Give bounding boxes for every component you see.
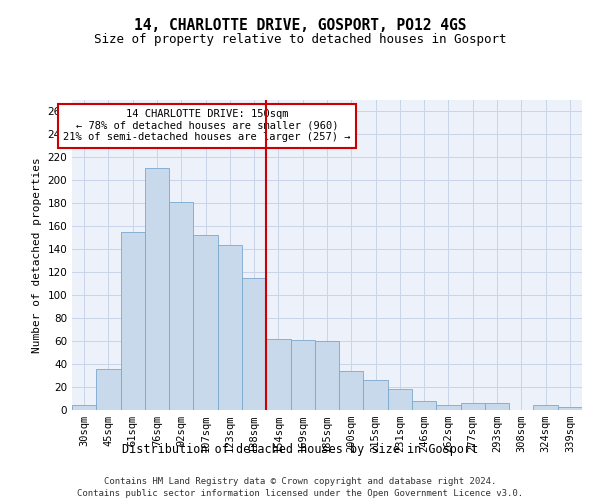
Bar: [364, 380, 388, 410]
Bar: [412, 401, 436, 410]
Bar: [436, 406, 461, 410]
Bar: [193, 236, 218, 410]
Bar: [388, 390, 412, 410]
Bar: [533, 406, 558, 410]
Text: Distribution of detached houses by size in Gosport: Distribution of detached houses by size …: [122, 442, 478, 456]
Bar: [558, 406, 582, 410]
Text: Contains HM Land Registry data © Crown copyright and database right 2024.: Contains HM Land Registry data © Crown c…: [104, 478, 496, 486]
Bar: [121, 232, 145, 410]
Text: 14 CHARLOTTE DRIVE: 150sqm
← 78% of detached houses are smaller (960)
21% of sem: 14 CHARLOTTE DRIVE: 150sqm ← 78% of deta…: [64, 110, 351, 142]
Bar: [266, 339, 290, 410]
Bar: [339, 371, 364, 410]
Text: 14, CHARLOTTE DRIVE, GOSPORT, PO12 4GS: 14, CHARLOTTE DRIVE, GOSPORT, PO12 4GS: [134, 18, 466, 32]
Y-axis label: Number of detached properties: Number of detached properties: [32, 157, 42, 353]
Bar: [72, 406, 96, 410]
Bar: [315, 341, 339, 410]
Bar: [218, 244, 242, 410]
Bar: [96, 368, 121, 410]
Text: Contains public sector information licensed under the Open Government Licence v3: Contains public sector information licen…: [77, 489, 523, 498]
Bar: [242, 278, 266, 410]
Bar: [169, 202, 193, 410]
Bar: [485, 403, 509, 410]
Text: Size of property relative to detached houses in Gosport: Size of property relative to detached ho…: [94, 32, 506, 46]
Bar: [461, 403, 485, 410]
Bar: [145, 168, 169, 410]
Bar: [290, 340, 315, 410]
